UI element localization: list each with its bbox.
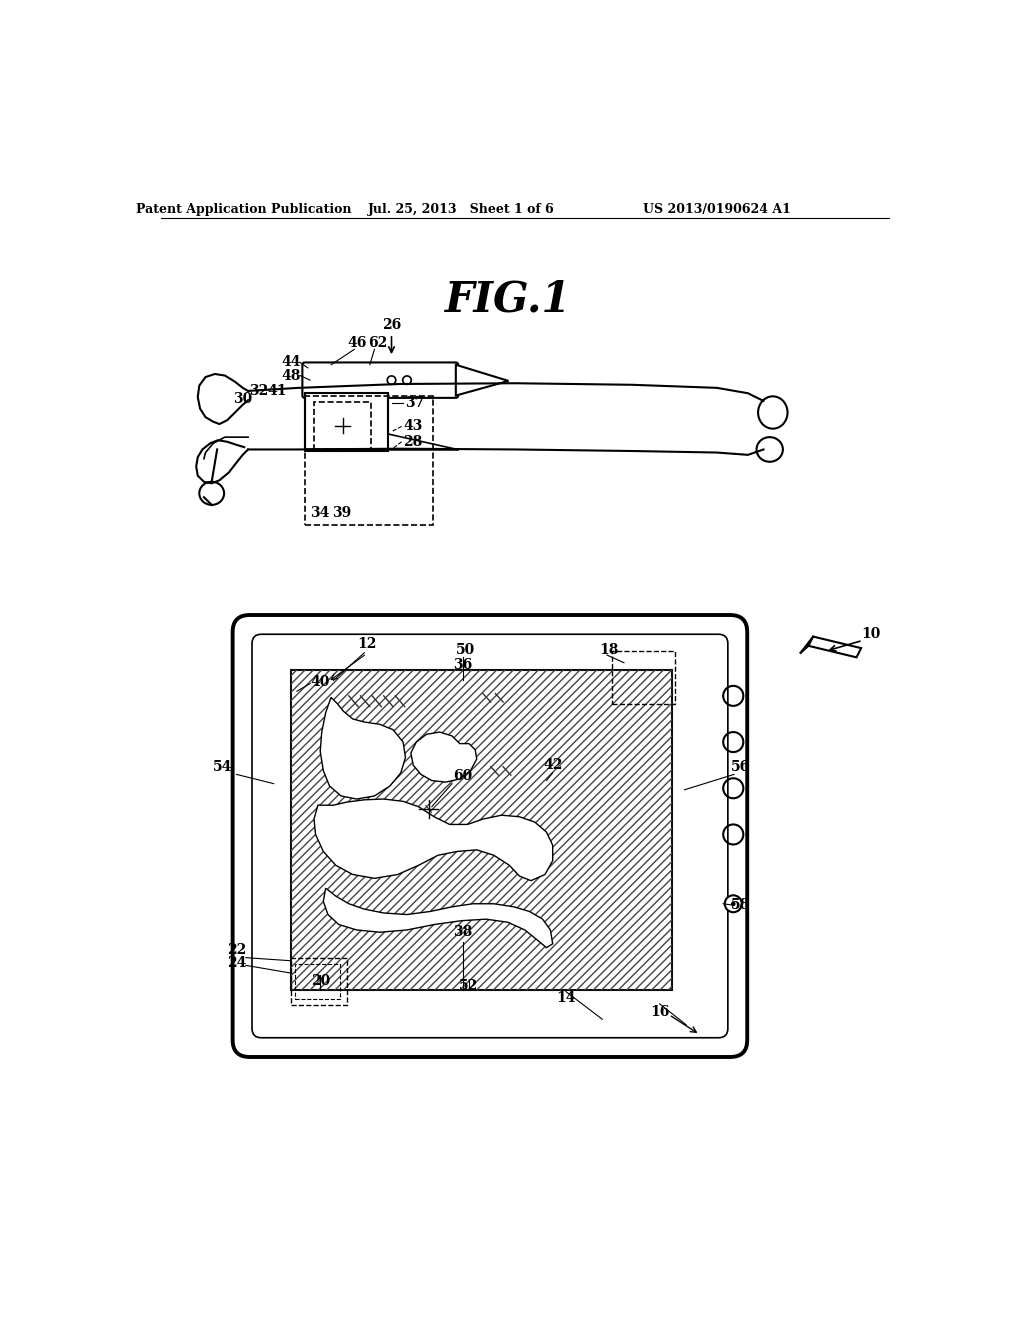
Text: 44: 44	[281, 355, 300, 370]
Text: 24: 24	[226, 956, 246, 970]
Text: 42: 42	[543, 758, 562, 772]
Text: 62: 62	[368, 337, 387, 350]
Text: Patent Application Publication: Patent Application Publication	[136, 203, 352, 216]
Text: 18: 18	[599, 643, 618, 656]
Text: 39: 39	[332, 506, 351, 520]
Text: 40: 40	[310, 675, 330, 689]
Text: Jul. 25, 2013   Sheet 1 of 6: Jul. 25, 2013 Sheet 1 of 6	[368, 203, 555, 216]
Text: 37: 37	[406, 396, 424, 411]
Text: 36: 36	[454, 659, 472, 672]
Text: 60: 60	[454, 770, 472, 783]
Text: FIG.1: FIG.1	[444, 279, 571, 321]
Bar	[611, 651, 675, 704]
Text: 52: 52	[460, 979, 478, 993]
Polygon shape	[456, 364, 509, 396]
FancyBboxPatch shape	[305, 393, 388, 451]
Text: 20: 20	[310, 974, 330, 987]
Text: 56: 56	[731, 760, 750, 774]
Polygon shape	[314, 799, 553, 880]
Polygon shape	[324, 888, 553, 948]
Text: 58: 58	[731, 899, 750, 912]
Bar	[291, 671, 672, 990]
Polygon shape	[321, 697, 406, 799]
Text: 34: 34	[310, 506, 330, 520]
Text: 32: 32	[249, 384, 268, 397]
Text: 46: 46	[348, 337, 367, 350]
Text: 38: 38	[454, 925, 472, 940]
Bar	[305, 396, 432, 525]
Bar	[314, 401, 372, 449]
Bar	[291, 958, 346, 1006]
Text: 12: 12	[357, 636, 377, 651]
FancyBboxPatch shape	[302, 363, 458, 397]
Bar	[291, 671, 672, 990]
Text: 28: 28	[403, 434, 422, 449]
Polygon shape	[411, 733, 477, 781]
Text: 14: 14	[556, 991, 575, 1005]
Text: 30: 30	[233, 392, 252, 405]
Text: 48: 48	[281, 368, 300, 383]
Text: 41: 41	[268, 384, 288, 397]
Text: 50: 50	[456, 643, 475, 656]
FancyBboxPatch shape	[232, 615, 748, 1057]
Text: 16: 16	[650, 1005, 670, 1019]
Text: 10: 10	[861, 627, 881, 642]
Polygon shape	[809, 636, 861, 657]
Text: 43: 43	[403, 420, 423, 433]
Text: US 2013/0190624 A1: US 2013/0190624 A1	[643, 203, 791, 216]
Text: 22: 22	[227, 942, 246, 957]
Circle shape	[725, 895, 741, 912]
Text: 54: 54	[213, 760, 232, 774]
Text: 26: 26	[382, 318, 401, 333]
Circle shape	[731, 902, 735, 906]
Bar	[295, 964, 340, 999]
